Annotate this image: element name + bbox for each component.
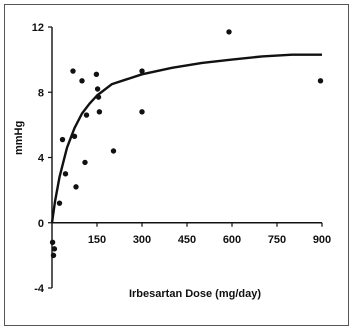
y-tick-label: 0 — [38, 218, 44, 230]
data-point — [317, 78, 324, 84]
data-point — [59, 136, 66, 143]
data-point — [139, 68, 145, 74]
x-tick-label: 450 — [178, 234, 196, 246]
y-tick-label: -4 — [34, 283, 45, 295]
data-point — [50, 252, 57, 259]
labels-layer: -4 0 4 8 12 150 300 450 600 750 900 Irbesartan Dose… — [13, 22, 331, 300]
data-point — [49, 239, 56, 246]
y-tick-label: 4 — [38, 153, 45, 165]
data-point — [110, 148, 117, 154]
chart-frame — [4, 4, 349, 326]
y-axis-title: mmHg — [13, 121, 25, 155]
data-point — [56, 200, 63, 206]
data-point — [226, 29, 232, 35]
x-tick-label: 600 — [223, 234, 241, 246]
x-tick-label: 150 — [88, 234, 106, 246]
x-tick-label: 900 — [313, 234, 331, 246]
data-point — [70, 68, 76, 74]
data-point — [79, 78, 85, 84]
data-point — [73, 184, 79, 190]
data-point — [51, 246, 58, 252]
x-tick-label: 300 — [133, 234, 151, 246]
y-tick-label: 12 — [32, 22, 44, 34]
data-point — [94, 86, 101, 92]
y-tick-label: 8 — [38, 87, 44, 99]
data-point — [62, 171, 69, 177]
data-point — [93, 71, 100, 78]
data-point — [82, 159, 88, 166]
x-axis-title: Irbesartan Dose (mg/day) — [129, 288, 261, 300]
data-point — [71, 133, 78, 139]
data-points-layer — [49, 29, 324, 259]
x-tick-label: 750 — [268, 234, 286, 246]
data-point — [139, 109, 145, 115]
data-point — [95, 94, 102, 100]
data-point — [96, 109, 103, 115]
fit-curve — [50, 53, 322, 223]
data-point — [83, 112, 90, 118]
fit-curve-layer — [50, 53, 322, 223]
